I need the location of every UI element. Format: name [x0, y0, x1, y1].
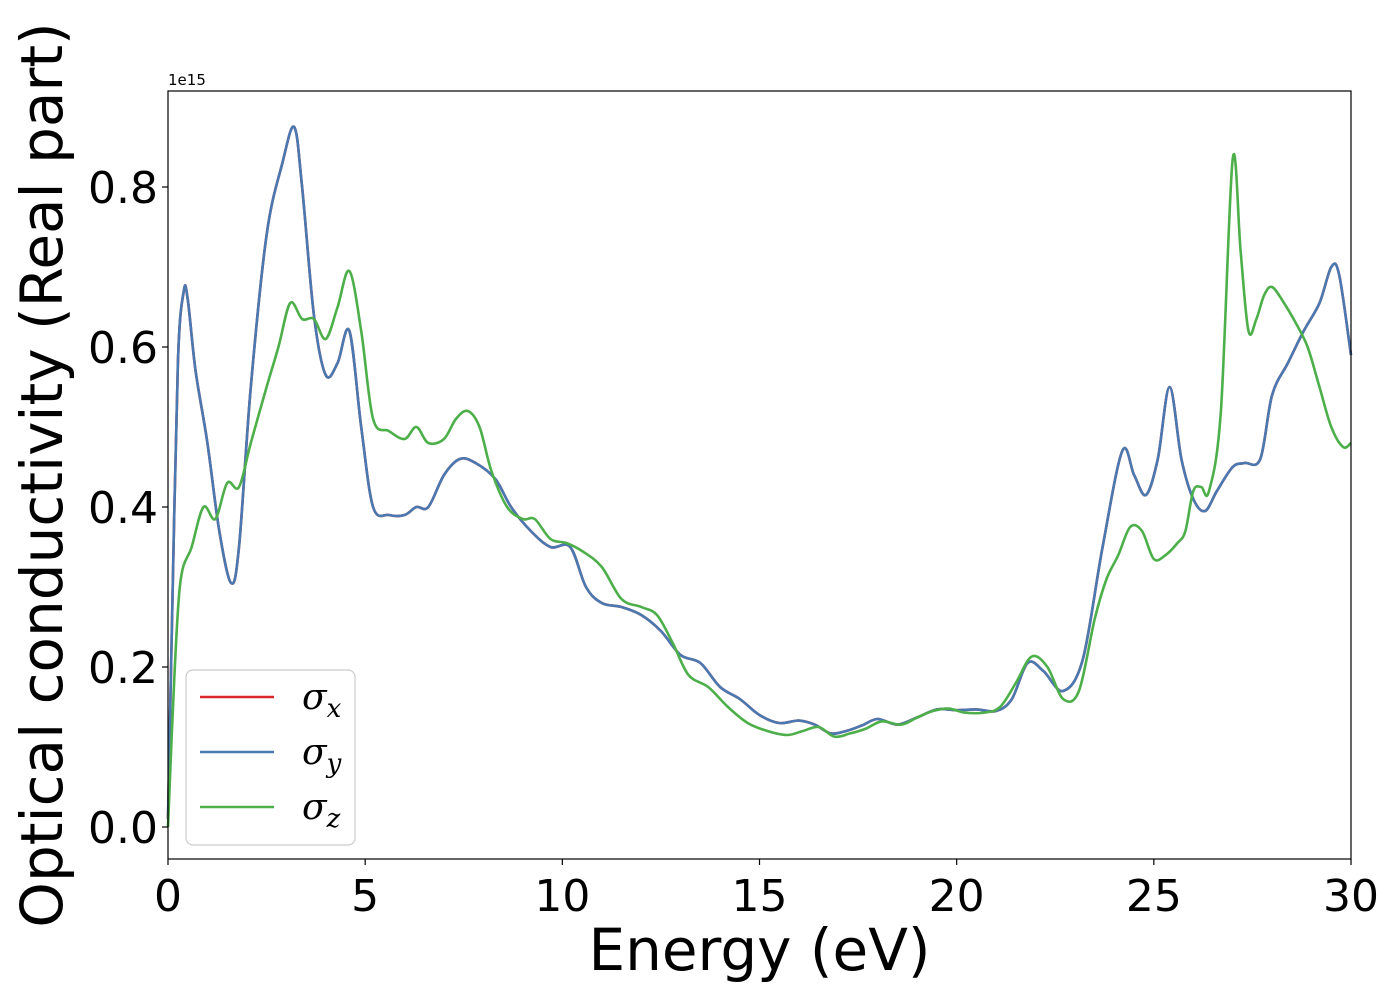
y-offset-label: 1e15 [168, 71, 206, 89]
x-tick-label-25: 25 [1126, 871, 1182, 922]
series-line-sigma-z [166, 153, 1352, 828]
series-layer [166, 125, 1353, 828]
y-axis-ticks: 0.0 0.2 0.4 0.6 0.8 [88, 163, 168, 854]
y-tick-label-0.6: 0.6 [88, 323, 158, 374]
legend-box [185, 669, 356, 846]
legend-label-sigma-z: σz [302, 787, 341, 834]
x-tick-label-5: 5 [351, 871, 379, 922]
y-axis-title: Optical conductivity (Real part) [8, 22, 76, 927]
x-tick-label-15: 15 [732, 871, 788, 922]
y-tick-label-0: 0.0 [88, 803, 158, 854]
legend-label-sigma-y: σy [302, 732, 342, 779]
y-tick-label-0.4: 0.4 [88, 483, 158, 534]
legend: σx σy σz [185, 669, 356, 846]
x-axis-title: Energy (eV) [588, 916, 930, 984]
x-tick-label-10: 10 [534, 871, 590, 922]
y-tick-label-0.8: 0.8 [88, 163, 158, 214]
series-line-sigma-y [166, 125, 1353, 820]
y-tick-label-0.2: 0.2 [88, 643, 158, 694]
x-axis-ticks: 0 5 10 15 20 25 30 [154, 859, 1379, 922]
x-tick-label-20: 20 [929, 871, 985, 922]
x-tick-label-0: 0 [154, 871, 182, 922]
x-tick-label-30: 30 [1323, 871, 1379, 922]
legend-label-sigma-x: σx [302, 677, 342, 724]
